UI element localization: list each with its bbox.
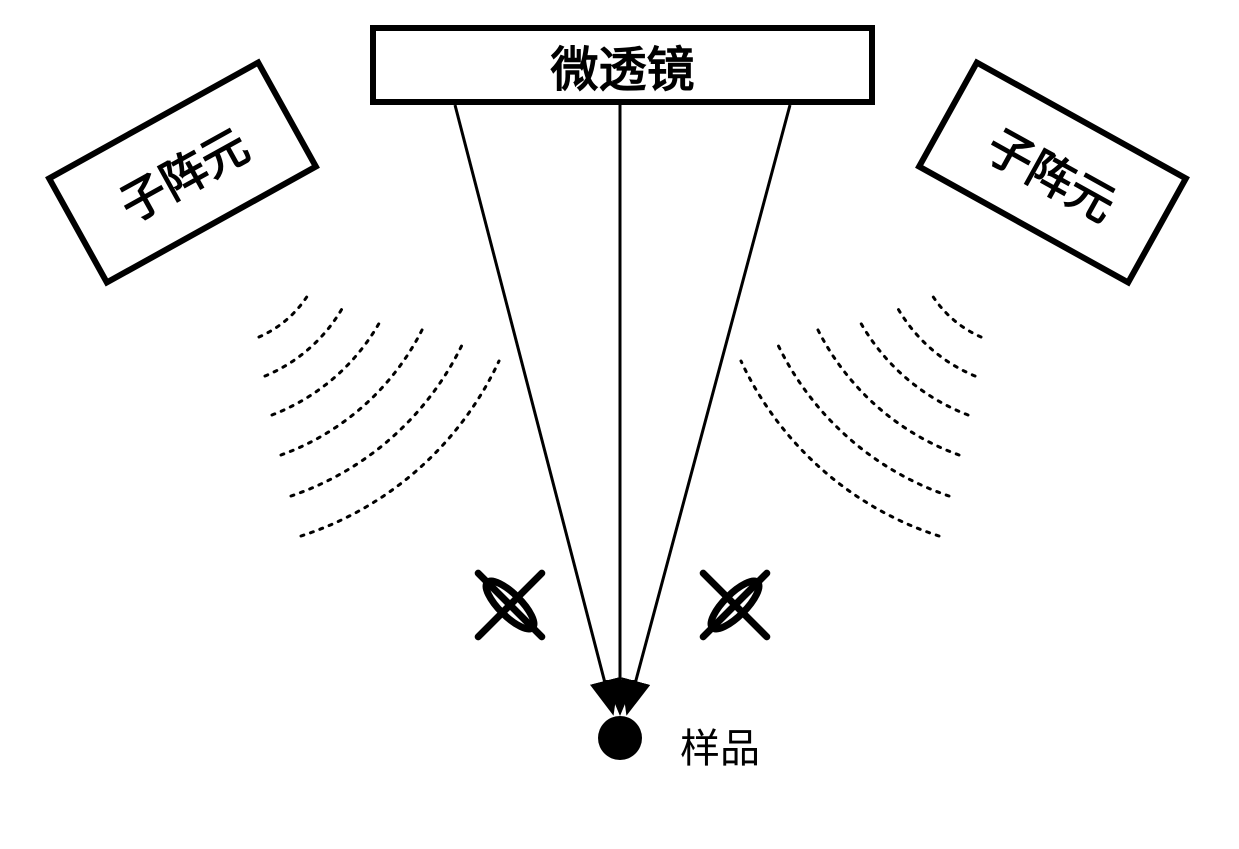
waves-right <box>741 295 981 536</box>
sample-dot <box>598 716 642 760</box>
microlens-label: 微透镜 <box>550 30 694 100</box>
vortex-marker-right <box>671 541 798 668</box>
microlens-box: 微透镜 <box>370 25 875 105</box>
vortex-marker-left <box>446 541 573 668</box>
waves-left <box>259 295 499 536</box>
diagram-container: 微透镜 子阵元 子阵元 样品 <box>0 0 1239 849</box>
sample-label: 样品 <box>680 716 760 774</box>
